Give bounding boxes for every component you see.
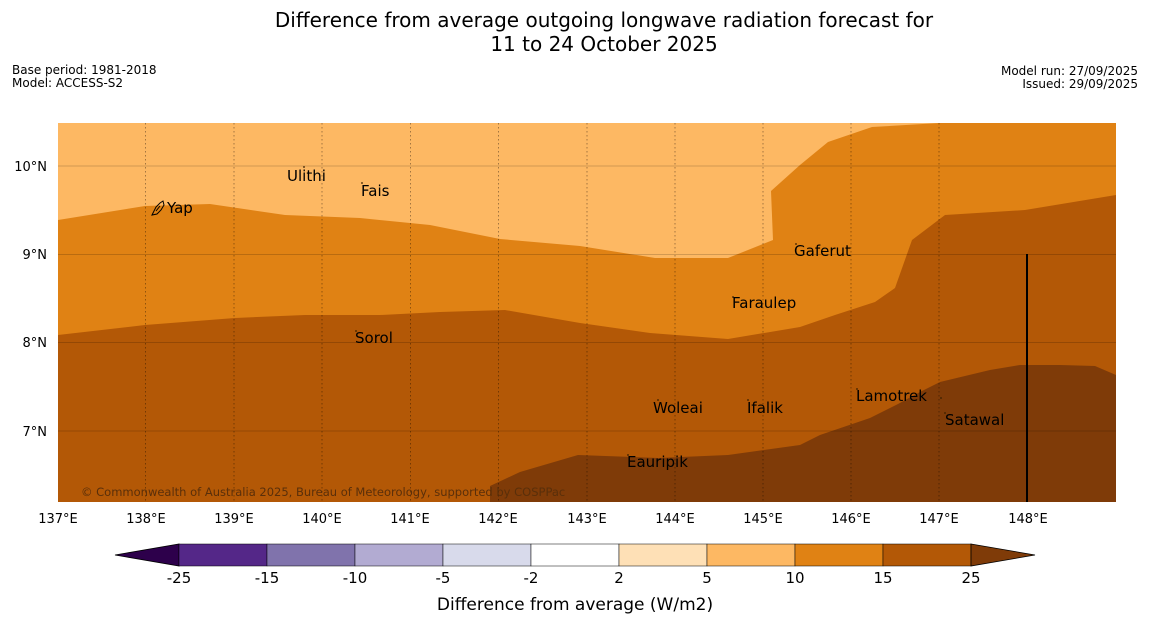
lon-label-147e: 147°E bbox=[919, 512, 959, 527]
lon-label-143e: 143°E bbox=[567, 512, 607, 527]
lat-label-9n: 9°N bbox=[23, 248, 48, 263]
issued-date: Issued: 29/09/2025 bbox=[1022, 77, 1138, 91]
label-fais: Fais bbox=[361, 182, 390, 200]
colorbar-over-arrow bbox=[970, 543, 1036, 567]
colorbar: -25 -15 -10 -5 -2 2 5 10 15 25 Differenc… bbox=[114, 543, 1036, 615]
map-title: Difference from average outgoing longwav… bbox=[0, 8, 1150, 56]
label-sorol: Sorol bbox=[355, 329, 393, 347]
colorbar-tick: 25 bbox=[961, 569, 980, 587]
colorbar-tick: -15 bbox=[255, 569, 280, 587]
label-satawal: Satawal bbox=[945, 411, 1004, 429]
model-run: Model run: 27/09/2025 bbox=[1000, 64, 1138, 78]
lon-label-145e: 145°E bbox=[743, 512, 783, 527]
colorbar-segment-7 bbox=[794, 543, 884, 567]
place-labels: Ulithi Fais Yap Gaferut Faraulep Sorol W… bbox=[166, 167, 1004, 471]
yap-island-icon bbox=[151, 200, 165, 216]
label-gaferut: Gaferut bbox=[794, 242, 851, 260]
colorbar-tick: -10 bbox=[343, 569, 368, 587]
lat-label-10n: 10°N bbox=[14, 160, 47, 175]
contour-fields bbox=[58, 123, 1116, 502]
colorbar-segment-6 bbox=[706, 543, 796, 567]
lat-gridlines bbox=[58, 165, 1116, 432]
label-yap: Yap bbox=[166, 199, 193, 217]
colorbar-segment-3 bbox=[442, 543, 532, 567]
label-faraulep: Faraulep bbox=[732, 294, 796, 312]
colorbar-tick: -25 bbox=[167, 569, 192, 587]
colorbar-tick: 15 bbox=[873, 569, 892, 587]
colorbar-tick: -5 bbox=[436, 569, 451, 587]
lon-label-146e: 146°E bbox=[831, 512, 871, 527]
colorbar-tick: 5 bbox=[702, 569, 712, 587]
base-period: Base period: 1981-2018 bbox=[12, 63, 157, 77]
colorbar-label: Difference from average (W/m2) bbox=[437, 595, 713, 615]
model-name: Model: ACCESS-S2 bbox=[12, 76, 124, 90]
lon-label-140e: 140°E bbox=[302, 512, 342, 527]
lon-label-141e: 141°E bbox=[390, 512, 430, 527]
colorbar-segment-8 bbox=[882, 543, 972, 567]
label-woleai: Woleai bbox=[653, 399, 703, 417]
colorbar-under-arrow bbox=[114, 543, 180, 567]
colorbar-tick: -2 bbox=[524, 569, 539, 587]
lon-label-139e: 139°E bbox=[214, 512, 254, 527]
lon-label-138e: 138°E bbox=[126, 512, 166, 527]
title-line-1: Difference from average outgoing longwav… bbox=[274, 8, 934, 32]
island-markers bbox=[303, 166, 946, 456]
label-eauripik: Eauripik bbox=[627, 453, 688, 471]
lon-label-148e: 148°E bbox=[1008, 512, 1048, 527]
colorbar-tick: 2 bbox=[614, 569, 624, 587]
copyright-notice: © Commonwealth of Australia 2025, Bureau… bbox=[81, 485, 565, 499]
colorbar-segment-4 bbox=[530, 543, 620, 567]
band-above-25 bbox=[490, 365, 1116, 502]
label-ulithi: Ulithi bbox=[287, 167, 326, 185]
label-ifalik: Ifalik bbox=[747, 399, 783, 417]
colorbar-segment-2 bbox=[354, 543, 444, 567]
meta-left: Base period: 1981-2018 Model: ACCESS-S2 bbox=[12, 64, 157, 90]
colorbar-tick: 10 bbox=[785, 569, 804, 587]
label-lamotrek: Lamotrek bbox=[856, 387, 927, 405]
title-line-2: 11 to 24 October 2025 bbox=[490, 32, 718, 56]
gridlines bbox=[145, 123, 940, 502]
lat-axis-labels: 10°N 9°N 8°N 7°N bbox=[14, 160, 47, 440]
lon-label-142e: 142°E bbox=[478, 512, 518, 527]
meta-right: Model run: 27/09/2025 Issued: 29/09/2025 bbox=[1001, 65, 1138, 91]
colorbar-ticks: -25 -15 -10 -5 -2 2 5 10 15 25 bbox=[167, 569, 981, 587]
lat-label-8n: 8°N bbox=[23, 336, 48, 351]
lon-label-137e: 137°E bbox=[38, 512, 78, 527]
lon-axis-labels: 137°E 138°E 139°E 140°E 141°E 142°E 143°… bbox=[38, 512, 1048, 527]
colorbar-segment-1 bbox=[266, 543, 356, 567]
lon-label-144e: 144°E bbox=[655, 512, 695, 527]
lat-label-7n: 7°N bbox=[23, 425, 48, 440]
colorbar-segment-0 bbox=[178, 543, 268, 567]
colorbar-segment-5 bbox=[618, 543, 708, 567]
